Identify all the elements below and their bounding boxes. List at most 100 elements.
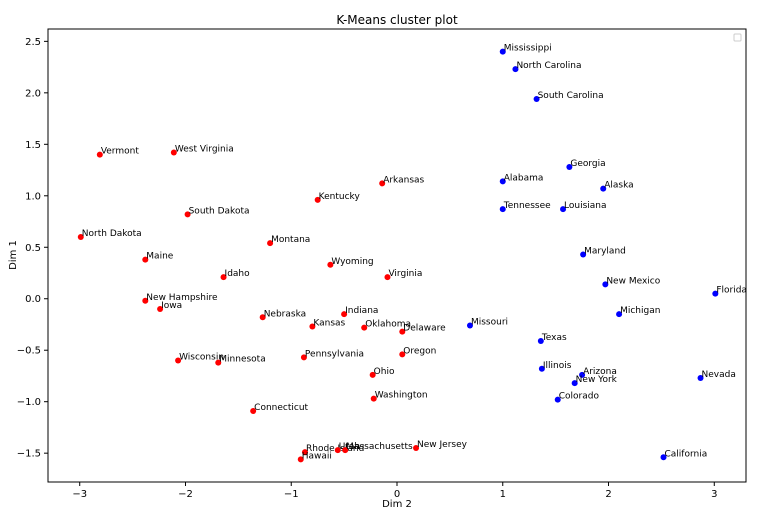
data-point <box>697 375 704 382</box>
point-label: Missouri <box>471 318 508 328</box>
x-tick-label: −3 <box>72 489 87 500</box>
data-point <box>370 395 377 402</box>
legend-box <box>733 33 742 42</box>
point-label: Arizona <box>583 367 617 377</box>
point-label: West Virginia <box>175 145 234 155</box>
point-label: Louisiana <box>564 201 607 211</box>
data-point <box>142 297 149 304</box>
data-point <box>580 251 587 258</box>
point-label: Nebraska <box>264 309 306 319</box>
data-point <box>77 233 84 240</box>
point-label: Texas <box>541 333 567 343</box>
point-label: Michigan <box>620 306 660 316</box>
point-label: Alabama <box>504 173 544 183</box>
data-point <box>499 178 506 185</box>
point-label: Minnesota <box>219 355 265 365</box>
point-label: Georgia <box>570 159 605 169</box>
point-label: Virginia <box>388 269 422 279</box>
x-tick-label: 3 <box>711 489 717 500</box>
data-point <box>602 281 609 288</box>
data-point <box>399 328 406 335</box>
data-point <box>512 66 519 73</box>
point-label: Idaho <box>225 269 251 279</box>
data-point <box>712 290 719 297</box>
point-label: South Dakota <box>189 206 250 216</box>
y-tick-label: −0.5 <box>17 346 41 357</box>
point-label: New Mexico <box>606 276 660 286</box>
point-label: Hawaii <box>302 451 332 461</box>
y-axis-label: Dim 1 <box>8 240 19 270</box>
plot-marks: Mississippi North Carolina South Carolina G… <box>77 44 747 463</box>
data-point <box>600 185 607 192</box>
data-point <box>96 151 103 158</box>
point-label: Maine <box>146 252 173 262</box>
x-tick-label: 1 <box>500 489 506 500</box>
y-tick-label: 1.5 <box>25 140 41 151</box>
point-label: Wisconsin <box>179 353 224 363</box>
point-label: Connecticut <box>254 403 308 413</box>
point-label: Tennessee <box>503 201 551 211</box>
data-point <box>571 380 578 387</box>
data-point <box>384 274 391 281</box>
point-label: Maryland <box>584 246 626 256</box>
point-label: Washington <box>375 391 428 401</box>
y-tick-label: 2.5 <box>25 37 41 48</box>
point-label: Kansas <box>313 319 345 329</box>
point-label: New York <box>576 375 618 385</box>
point-label: Arkansas <box>383 175 424 185</box>
data-point <box>157 306 164 313</box>
data-point <box>413 445 420 452</box>
data-point <box>499 206 506 213</box>
data-point <box>327 261 334 268</box>
point-label: Nevada <box>702 370 736 380</box>
data-point <box>301 449 308 456</box>
data-point <box>267 240 274 247</box>
data-point <box>142 256 149 263</box>
data-point <box>300 354 307 361</box>
point-label: Ohio <box>374 367 395 377</box>
data-point <box>184 211 191 218</box>
data-point <box>334 447 341 454</box>
point-label: North Dakota <box>82 229 142 239</box>
point-label: Vermont <box>101 147 140 157</box>
y-tick-label: −1.0 <box>17 397 41 408</box>
data-point <box>369 371 376 378</box>
data-point <box>660 454 667 461</box>
data-point <box>499 48 506 55</box>
data-point <box>466 322 473 329</box>
data-point <box>309 323 316 330</box>
point-label: Massachusetts <box>346 442 413 452</box>
data-point <box>341 311 348 318</box>
point-label: Oklahoma <box>365 320 411 330</box>
point-label: California <box>665 449 708 459</box>
point-label: North Carolina <box>516 61 581 71</box>
x-tick-label: 0 <box>394 489 400 500</box>
data-point <box>560 206 567 213</box>
y-axis: 2.5 2.0 1.5 1.0 0.5 0.0 −0.5 −1.0 −1.5 <box>17 37 48 460</box>
data-point <box>399 351 406 358</box>
data-point <box>215 359 222 366</box>
point-label: New Jersey <box>417 440 468 450</box>
x-axis: −3 −2 −1 0 1 2 3 <box>72 482 717 500</box>
point-label: South Carolina <box>538 91 604 101</box>
data-point <box>342 447 349 454</box>
y-tick-label: 0.5 <box>25 243 41 254</box>
data-point <box>579 371 586 378</box>
point-label: Florida <box>716 286 747 296</box>
data-point <box>170 149 177 156</box>
data-point <box>616 311 623 318</box>
y-tick-label: 2.0 <box>25 88 41 99</box>
point-label: Colorado <box>559 392 600 402</box>
point-label: Montana <box>271 235 310 245</box>
data-point <box>554 396 561 403</box>
point-label: Iowa <box>161 301 182 311</box>
chart-title: K-Means cluster plot <box>336 13 458 27</box>
point-label: Mississippi <box>504 44 552 54</box>
data-point <box>250 407 257 414</box>
point-label: Pennsylvania <box>305 349 364 359</box>
data-point <box>537 337 544 344</box>
point-label: Wyoming <box>331 257 373 267</box>
data-point <box>175 357 182 364</box>
data-point <box>220 274 227 281</box>
